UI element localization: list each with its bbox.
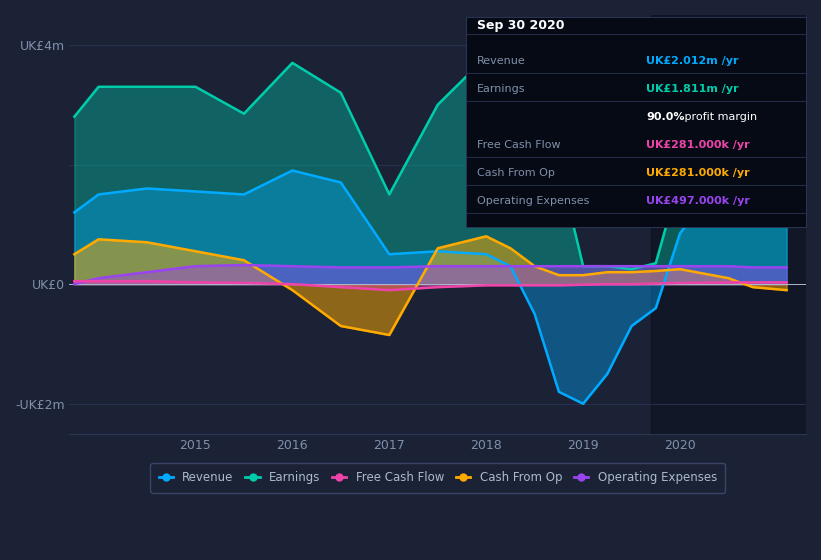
Text: Free Cash Flow: Free Cash Flow — [477, 141, 561, 151]
Text: Revenue: Revenue — [477, 57, 525, 67]
Text: UK£497.000k /yr: UK£497.000k /yr — [646, 197, 750, 207]
Text: Operating Expenses: Operating Expenses — [477, 197, 589, 207]
Text: UK£281.000k /yr: UK£281.000k /yr — [646, 169, 750, 179]
Text: profit margin: profit margin — [681, 113, 757, 123]
Text: UK£281.000k /yr: UK£281.000k /yr — [646, 141, 750, 151]
Text: Cash From Op: Cash From Op — [477, 169, 555, 179]
Legend: Revenue, Earnings, Free Cash Flow, Cash From Op, Operating Expenses: Revenue, Earnings, Free Cash Flow, Cash … — [150, 463, 725, 493]
Text: Sep 30 2020: Sep 30 2020 — [477, 19, 565, 32]
Text: Earnings: Earnings — [477, 85, 525, 95]
Bar — [651, 15, 806, 433]
Text: 90.0%: 90.0% — [646, 113, 685, 123]
Text: UK£2.012m /yr: UK£2.012m /yr — [646, 57, 739, 67]
Text: UK£1.811m /yr: UK£1.811m /yr — [646, 85, 739, 95]
